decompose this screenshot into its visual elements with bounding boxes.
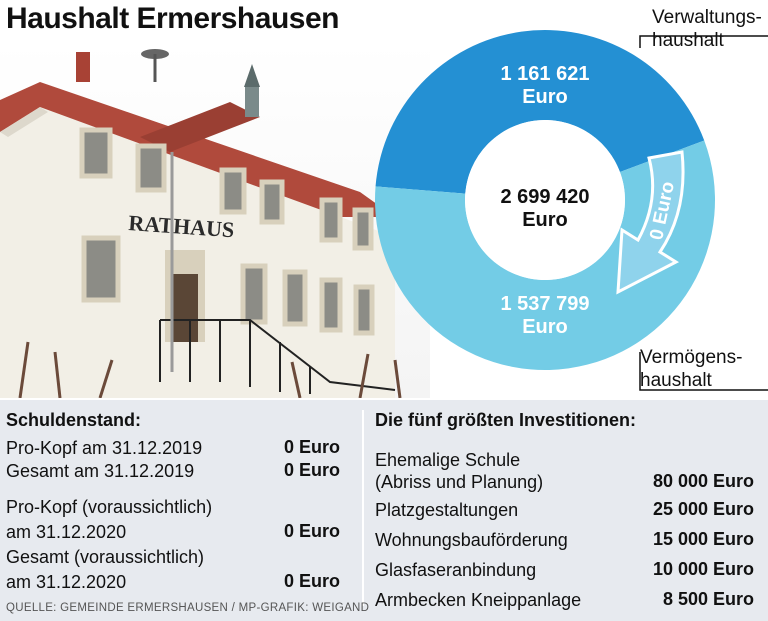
investment-row-label: Armbecken Kneippanlage (375, 590, 582, 610)
donut-slice-vermoegenshaushalt (375, 140, 715, 371)
debt-row-label: am 31.12.2020 (6, 522, 127, 542)
debt-row-label: Gesamt (voraussichtlich) (6, 547, 205, 567)
investment-row-value: 8 500 Euro (662, 589, 754, 609)
debt-row-value: 0 Euro (283, 460, 340, 480)
divider (362, 410, 364, 606)
debt-row-value: 0 Euro (283, 521, 340, 541)
investment-row-label: Wohnungsbauförderung (375, 530, 568, 550)
investment-row-value: 25 000 Euro (652, 499, 754, 519)
investment-row-label: Platzgestaltungen (375, 500, 519, 520)
donut-slice-verwaltungshaushalt (375, 30, 705, 194)
source-credit: QUELLE: GEMEINDE ERMERSHAUSEN / MP-GRAFI… (6, 602, 370, 614)
info-panel: Schuldenstand: Pro-Kopf am 31.12.2019 0 … (0, 400, 768, 621)
debt-row-label: am 31.12.2020 (6, 572, 127, 592)
legend-label-line: Vermögens- (640, 347, 743, 368)
leader-line-bottom (639, 352, 768, 391)
debt-row-value: 0 Euro (283, 571, 340, 591)
budget-donut-chart: 0 Euro 1 161 621 Euro 2 699 420 Euro 1 5… (375, 30, 768, 391)
legend-label-verwaltungshaushalt: Verwaltungs- haushalt (652, 6, 768, 52)
investment-row-label: (Abriss und Planung) (375, 472, 544, 492)
investment-row-value: 80 000 Euro (652, 471, 754, 491)
debt-row-label: Pro-Kopf (voraussichtlich) (6, 497, 213, 517)
debt-row-label: Gesamt am 31.12.2019 (6, 461, 195, 481)
transfer-arrow (616, 150, 685, 295)
debt-heading: Schuldenstand: (6, 410, 142, 430)
investment-row-value: 10 000 Euro (652, 559, 754, 579)
debt-row-label: Pro-Kopf am 31.12.2019 (6, 438, 203, 458)
leader-line-top (639, 35, 768, 48)
slice-label-verwaltungshaushalt: 1 161 621 (501, 63, 590, 85)
investment-row-label: Glasfaseranbindung (375, 560, 537, 580)
debt-row-value: 0 Euro (283, 437, 340, 457)
investment-row-label: Ehemalige Schule (375, 450, 521, 470)
town-hall-photo: RATHAUS (0, 42, 430, 398)
slice-unit-vermoegenshaushalt: Euro (522, 316, 568, 338)
donut-hole (465, 120, 625, 280)
total-unit-label: Euro (522, 209, 568, 231)
legend-label-vermoegenshaushalt: Vermögens- haushalt (640, 346, 768, 392)
slice-label-vermoegenshaushalt: 1 537 799 (501, 293, 590, 315)
investments-heading: Die fünf größten Investitionen: (375, 410, 636, 430)
legend-label-line: Verwaltungs- (652, 7, 762, 28)
legend-label-line: haushalt (652, 30, 724, 51)
investment-row-value: 15 000 Euro (652, 529, 754, 549)
page-title: Haushalt Ermershausen (6, 2, 339, 35)
total-value-label: 2 699 420 (501, 186, 590, 208)
legend-label-line: haushalt (640, 370, 712, 391)
slice-unit-verwaltungshaushalt: Euro (522, 86, 568, 108)
